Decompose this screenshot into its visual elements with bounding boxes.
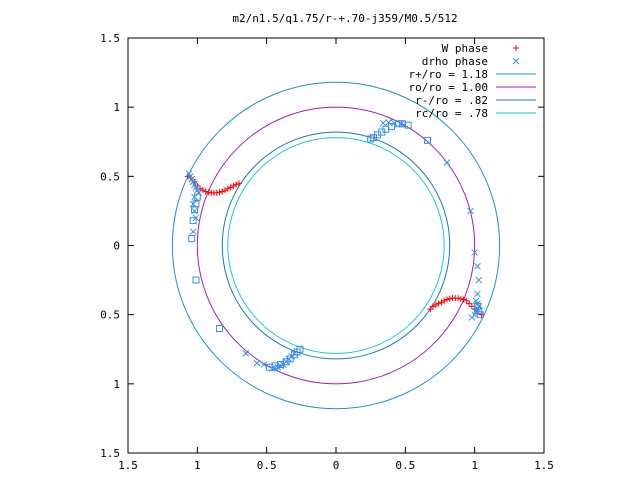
x-tick-label: 0.5 xyxy=(257,459,277,472)
data-points xyxy=(184,119,485,372)
point-2 xyxy=(473,302,481,310)
point-1 xyxy=(472,297,480,305)
legend-label: rc/ro = .78 xyxy=(415,107,488,120)
point-1 xyxy=(471,249,479,256)
point-0 xyxy=(435,300,442,307)
legend-label: W phase xyxy=(442,42,488,55)
point-0 xyxy=(205,189,212,196)
point-2 xyxy=(476,311,484,319)
point-0 xyxy=(460,296,467,303)
legend-label: r+/ro = 1.18 xyxy=(409,68,488,81)
ring-curves xyxy=(171,81,501,410)
point-2 xyxy=(265,363,273,371)
point-1 xyxy=(474,262,481,270)
point-0 xyxy=(430,303,437,310)
point-1 xyxy=(467,207,474,215)
point-2 xyxy=(191,206,199,214)
point-0 xyxy=(463,297,470,304)
legend-label: r-/ro = .82 xyxy=(415,94,488,107)
point-0 xyxy=(468,303,475,310)
point-1 xyxy=(379,119,387,127)
point-0 xyxy=(227,184,234,191)
x-tick-label: 1 xyxy=(471,459,478,472)
point-0 xyxy=(219,188,226,195)
x-tick-label: 1 xyxy=(194,459,201,472)
point-2 xyxy=(189,217,197,225)
chart-title: m2/n1.5/q1.75/r-+.70-j359/M0.5/512 xyxy=(232,12,457,25)
y-tick-label: 1.5 xyxy=(100,447,120,460)
legend-label: ro/ro = 1.00 xyxy=(409,81,488,94)
point-1 xyxy=(260,361,268,368)
point-0 xyxy=(235,180,242,187)
point-2 xyxy=(216,325,224,332)
ring-3 xyxy=(171,81,501,410)
point-2 xyxy=(193,193,201,201)
y-tick-label: 1 xyxy=(113,378,120,391)
point-2 xyxy=(192,276,200,284)
x-tick-label: 0 xyxy=(333,459,340,472)
point-0 xyxy=(222,187,229,194)
ring-4 xyxy=(196,106,476,385)
point-0 xyxy=(202,188,209,195)
legend-swatch xyxy=(513,45,519,51)
y-tick-label: 0.5 xyxy=(100,309,120,322)
point-0 xyxy=(446,295,453,302)
point-0 xyxy=(213,189,220,196)
point-0 xyxy=(466,300,473,307)
point-1 xyxy=(242,350,250,357)
point-0 xyxy=(224,185,231,192)
point-1 xyxy=(189,228,197,236)
point-1 xyxy=(474,290,481,298)
point-0 xyxy=(432,301,439,308)
point-2 xyxy=(399,120,407,128)
point-1 xyxy=(443,159,451,166)
ring-6 xyxy=(227,137,445,354)
y-tick-label: 0 xyxy=(113,240,120,253)
y-tick-label: 1 xyxy=(113,101,120,114)
point-0 xyxy=(233,181,240,188)
point-0 xyxy=(438,299,445,306)
point-0 xyxy=(455,295,462,302)
point-0 xyxy=(216,189,223,196)
point-2 xyxy=(424,136,432,144)
x-tick-label: 1.5 xyxy=(118,459,138,472)
point-0 xyxy=(457,295,464,302)
point-2 xyxy=(367,135,375,143)
point-2 xyxy=(475,307,483,315)
point-1 xyxy=(475,276,483,284)
legend-label: drho phase xyxy=(422,55,488,68)
x-tick-label: 1.5 xyxy=(534,459,554,472)
y-tick-label: 1.5 xyxy=(100,32,120,45)
point-0 xyxy=(441,297,448,304)
point-1 xyxy=(253,359,261,367)
y-tick-label: 0.5 xyxy=(100,170,120,183)
point-2 xyxy=(394,120,402,128)
point-1 xyxy=(385,119,393,126)
point-2 xyxy=(290,351,298,359)
point-2 xyxy=(188,235,196,243)
point-0 xyxy=(443,296,450,303)
axis-ticks: 1.5 1 0.5 0 0.5 1 1.51.510.500.511.5 xyxy=(100,32,554,472)
x-tick-label: 0.5 xyxy=(395,459,415,472)
ring-5 xyxy=(221,131,451,360)
point-0 xyxy=(230,183,237,190)
legend-swatch xyxy=(512,57,520,65)
point-0 xyxy=(427,306,434,313)
